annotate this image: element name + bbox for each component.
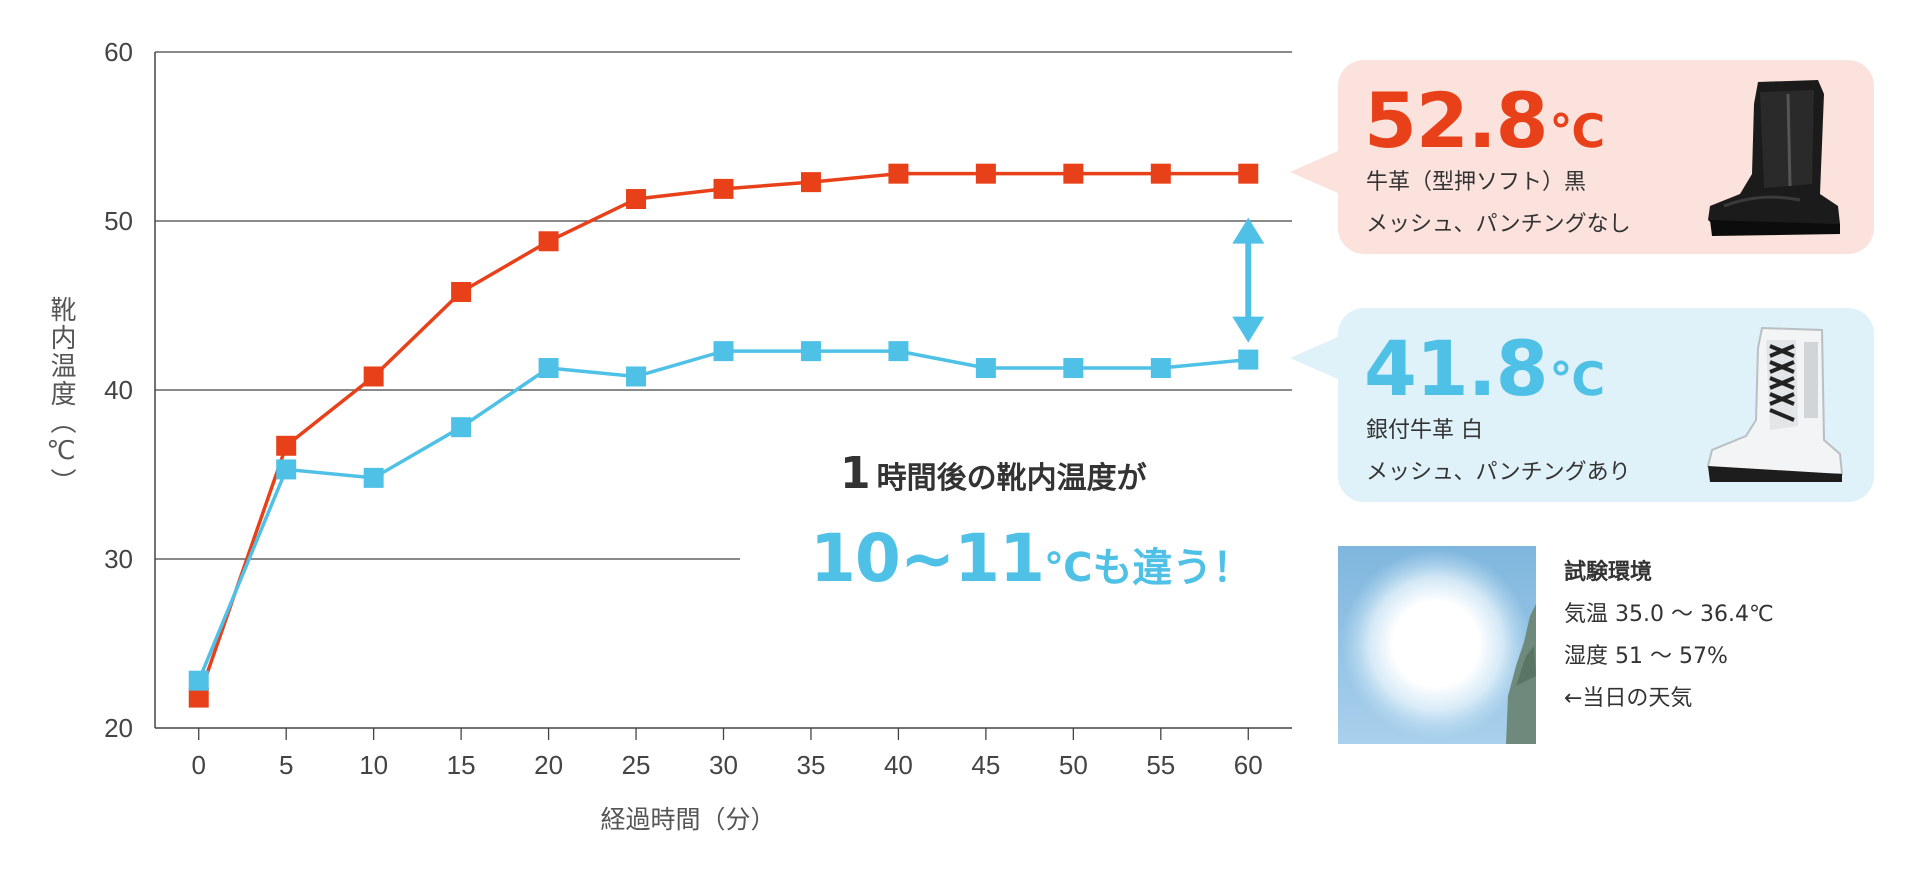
series-line <box>197 171 1249 699</box>
data-point <box>975 163 996 184</box>
x-tick-label: 60 <box>1234 750 1263 780</box>
headline-text: 時間後の靴内温度が <box>876 461 1147 496</box>
data-point <box>800 172 821 193</box>
y-tick-label: 30 <box>104 544 133 574</box>
y-tick-label: 40 <box>104 375 133 405</box>
x-axis-title: 経過時間（分） <box>600 805 775 834</box>
white-safety-boot-icon <box>1706 326 1844 482</box>
x-tick-label: 20 <box>534 750 563 780</box>
data-point <box>276 459 297 480</box>
grid-lines <box>155 51 1292 560</box>
data-point <box>451 281 472 302</box>
data-point <box>188 687 209 708</box>
y-tick-label: 20 <box>104 713 133 743</box>
data-point <box>626 366 647 387</box>
temperature-chart: 0 5 10 15 20 25 30 35 40 45 50 55 60 20 30 40 50 60 経過時間… <box>104 37 1292 834</box>
data-point <box>1063 163 1084 184</box>
headline-line-2: 10~11℃も違う！ <box>810 520 1252 597</box>
data-point <box>713 178 734 199</box>
data-point <box>276 435 297 456</box>
x-tick-label: 25 <box>622 750 651 780</box>
arrow-head-up <box>1232 217 1265 244</box>
series-1 <box>188 341 1259 691</box>
data-point <box>888 341 909 362</box>
callout-pointer <box>1290 336 1340 380</box>
env-temperature: 気温 35.0 ～ 36.4℃ <box>1564 602 1774 627</box>
test-environment: 試験環境 気温 35.0 ～ 36.4℃ 湿度 51 ～ 57% ←当日の天気 <box>1564 552 1774 720</box>
x-tick-label: 55 <box>1146 750 1175 780</box>
data-point <box>1150 163 1171 184</box>
data-point <box>975 358 996 379</box>
black-safety-boot-icon <box>1708 80 1840 236</box>
x-tick-label: 0 <box>191 750 205 780</box>
data-point <box>888 163 909 184</box>
y-tick-labels: 20 30 40 50 60 <box>104 37 133 743</box>
headline-difference: 10~11 <box>810 520 1045 597</box>
data-point <box>800 341 821 362</box>
y-tick-label: 50 <box>104 206 133 236</box>
y-axis-title: 靴内温度（℃） <box>46 296 76 496</box>
env-note: ←当日の天気 <box>1564 686 1693 711</box>
data-point <box>1238 349 1259 370</box>
x-tick-label: 10 <box>359 750 388 780</box>
white-boot-temp-value: 41.8 <box>1364 324 1549 413</box>
env-title: 試験環境 <box>1564 560 1653 585</box>
x-tick-label: 40 <box>884 750 913 780</box>
data-point <box>713 341 734 362</box>
white-boot-temperature: 41.8℃ <box>1364 324 1606 413</box>
data-point <box>1150 358 1171 379</box>
data-point <box>363 467 384 488</box>
white-boot-callout: 41.8℃ 銀付牛革 白 メッシュ、パンチングあり <box>1290 308 1874 502</box>
difference-arrow-icon <box>1232 217 1265 343</box>
headline-difference-suffix: ℃も違う！ <box>1044 545 1253 591</box>
black-boot-material: 牛革（型押ソフト）黒 <box>1366 170 1587 195</box>
env-humidity: 湿度 51 ～ 57% <box>1564 644 1728 669</box>
data-point <box>363 366 384 387</box>
headline-hour-number: 1 <box>840 448 871 499</box>
data-point <box>188 670 209 691</box>
black-boot-temperature: 52.8℃ <box>1364 76 1606 165</box>
black-boot-features: メッシュ、パンチングなし <box>1366 212 1631 237</box>
series-line <box>197 349 1249 682</box>
x-tick-label: 5 <box>279 750 293 780</box>
x-tick-label: 30 <box>709 750 738 780</box>
y-tick-label: 60 <box>104 37 133 67</box>
x-tick-label: 15 <box>447 750 476 780</box>
headline-line-1: 1 時間後の靴内温度が <box>840 448 1147 499</box>
data-point <box>1063 358 1084 379</box>
data-point <box>451 417 472 438</box>
white-boot-temp-unit: ℃ <box>1549 352 1606 406</box>
data-point <box>538 358 559 379</box>
black-boot-temp-value: 52.8 <box>1364 76 1549 165</box>
x-tick-label: 50 <box>1059 750 1088 780</box>
arrow-head-down <box>1232 316 1265 343</box>
white-boot-material: 銀付牛革 白 <box>1366 418 1483 443</box>
series-0 <box>188 163 1259 708</box>
callout-pointer <box>1290 150 1340 194</box>
x-tick-label: 45 <box>971 750 1000 780</box>
white-boot-features: メッシュ、パンチングあり <box>1366 460 1631 485</box>
data-point <box>538 231 559 252</box>
x-tick-labels: 0 5 10 15 20 25 30 35 40 45 50 55 60 <box>191 728 1263 780</box>
x-tick-label: 35 <box>797 750 826 780</box>
data-point <box>626 189 647 210</box>
series-lines <box>188 163 1259 708</box>
black-boot-callout: 52.8℃ 牛革（型押ソフト）黒 メッシュ、パンチングなし <box>1290 60 1874 254</box>
sun-sky-photo <box>1338 546 1536 744</box>
black-boot-temp-unit: ℃ <box>1549 104 1606 158</box>
data-point <box>1238 163 1259 184</box>
